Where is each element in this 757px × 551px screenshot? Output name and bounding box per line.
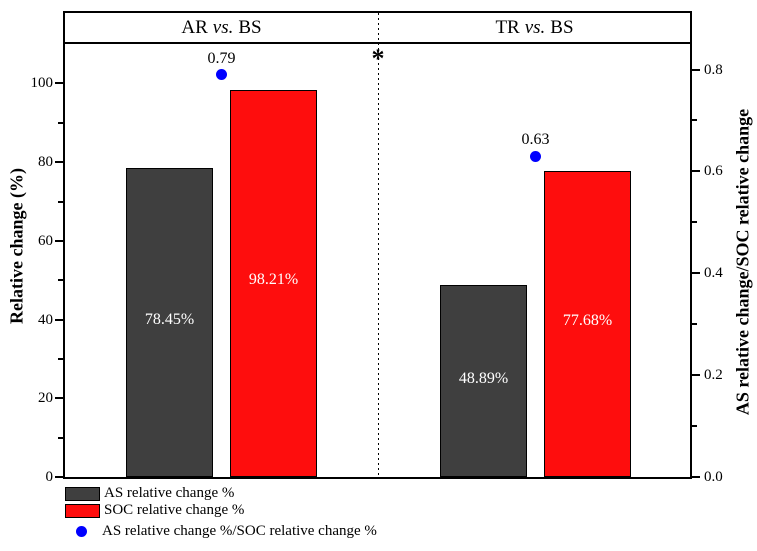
- left-axis-minor-tick: [58, 279, 63, 282]
- panel-header-text: BS: [550, 16, 574, 38]
- left-axis-title: Relative change (%): [6, 168, 27, 324]
- left-axis-tick-label: 20: [38, 390, 53, 407]
- right-axis-minor-tick: [692, 221, 697, 224]
- right-axis-tick-label: 0.6: [704, 163, 723, 180]
- right-axis-tick-label: 0.2: [704, 367, 723, 384]
- left-axis-tick-label: 80: [38, 154, 53, 171]
- plot-area: AR vs. BS TR vs. BS * 78.45% 48.89% 98.21%…: [63, 11, 692, 479]
- dot-value-label: 0.79: [207, 49, 236, 67]
- right-axis-tick-label: 0.4: [704, 265, 723, 282]
- left-axis-minor-tick: [58, 357, 63, 360]
- right-axis-tick-label: 0.8: [704, 61, 723, 78]
- left-axis-minor-tick: [58, 436, 63, 439]
- left-axis-tick-label: 40: [38, 311, 53, 328]
- left-axis-major-tick: [55, 161, 63, 164]
- legend-swatch-as-icon: [65, 486, 100, 501]
- right-axis-tick-label: 0.0: [704, 469, 723, 485]
- bar-as-group2: [440, 284, 527, 477]
- legend-label-ratio: AS relative change %/SOC relative change…: [102, 523, 377, 539]
- panel-divider-dashed-line: [378, 13, 379, 477]
- plot-inner-area: AR vs. BS TR vs. BS * 78.45% 48.89% 98.21%…: [65, 13, 690, 477]
- bar-as-group1: [126, 168, 213, 477]
- left-axis-minor-tick: [58, 200, 63, 203]
- bar-value-label: 78.45%: [144, 310, 195, 328]
- ratio-dot-group2: [530, 150, 541, 162]
- left-axis-major-tick: [55, 82, 63, 85]
- legend-item-as: AS relative change %: [65, 485, 377, 502]
- left-axis-major-tick: [55, 397, 63, 400]
- legend-item-soc: SOC relative change %: [65, 502, 377, 519]
- ratio-dot-group1: [216, 69, 227, 81]
- legend: AS relative change % SOC relative change…: [65, 485, 377, 540]
- right-axis-minor-tick: [692, 119, 697, 122]
- left-axis-minor-tick: [58, 121, 63, 124]
- header-separator-line: [65, 42, 690, 44]
- right-axis-minor-tick: [692, 323, 697, 326]
- bar-value-label: 98.21%: [248, 270, 299, 288]
- bar-value-label: 48.89%: [458, 369, 509, 387]
- right-axis-major-tick: [692, 272, 700, 275]
- right-axis-major-tick: [692, 476, 700, 478]
- right-axis-major-tick: [692, 68, 700, 71]
- legend-item-ratio: AS relative change %/SOC relative change…: [65, 523, 377, 540]
- legend-swatch-soc-icon: [65, 503, 100, 518]
- left-axis-tick-label: 100: [30, 75, 54, 92]
- bar-soc-group2: [544, 171, 631, 477]
- right-axis-minor-tick: [692, 425, 697, 428]
- panel-header-text: TR: [495, 16, 520, 38]
- left-axis-tick-label: 0: [45, 469, 54, 485]
- left-axis-major-tick: [55, 318, 63, 321]
- right-axis-major-tick: [692, 374, 700, 377]
- panel-header-ar-vs-bs: AR vs. BS: [65, 13, 378, 42]
- panel-header-tr-vs-bs: TR vs. BS: [379, 13, 690, 42]
- significance-asterisk: *: [371, 44, 385, 73]
- right-axis-title: AS relative change/SOC relative change: [732, 108, 753, 416]
- bar-soc-group1: [230, 90, 317, 477]
- legend-label-as: AS relative change %: [104, 485, 235, 501]
- dot-value-label: 0.63: [521, 131, 550, 149]
- panel-header-text: BS: [238, 16, 262, 38]
- legend-dot-icon: [76, 526, 87, 537]
- panel-header-vs: vs.: [524, 16, 546, 38]
- left-axis-major-tick: [55, 239, 63, 242]
- legend-label-soc: SOC relative change %: [104, 502, 245, 518]
- left-axis-tick-label: 60: [38, 232, 53, 249]
- panel-header-text: AR: [181, 16, 208, 38]
- bar-value-label: 77.68%: [562, 312, 613, 330]
- right-axis-major-tick: [692, 170, 700, 173]
- left-axis-major-tick: [55, 476, 63, 478]
- panel-header-vs: vs.: [212, 16, 234, 38]
